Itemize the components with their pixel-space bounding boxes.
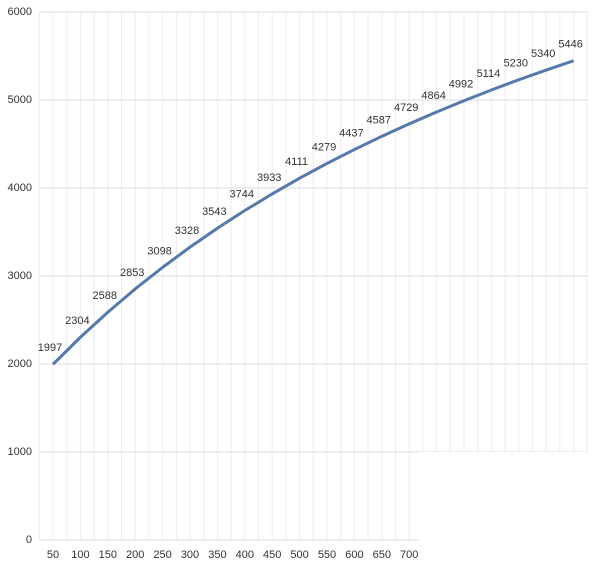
x-tick-label: 100 (71, 549, 89, 561)
data-label: 3543 (202, 206, 226, 218)
data-label: 1997 (38, 342, 62, 354)
y-tick-label: 1000 (8, 446, 32, 458)
x-tick-label: 450 (263, 549, 281, 561)
data-label: 4437 (339, 127, 363, 139)
x-tick-label: 200 (126, 549, 144, 561)
x-tick-label: 400 (236, 549, 254, 561)
data-label: 3098 (147, 245, 171, 257)
x-tick-label: 150 (99, 549, 117, 561)
y-tick-label: 3000 (8, 270, 32, 282)
data-label: 3328 (175, 225, 199, 237)
data-label: 4864 (421, 90, 445, 102)
y-tick-label: 5000 (8, 94, 32, 106)
data-label: 4992 (449, 79, 473, 91)
y-tick-label: 4000 (8, 182, 32, 194)
line (51, 59, 575, 366)
x-tick-label: 700 (400, 549, 418, 561)
data-label: 4729 (394, 102, 418, 114)
data-label: 5230 (504, 58, 528, 70)
x-tick-label: 250 (153, 549, 171, 561)
x-tick-label: 500 (290, 549, 308, 561)
x-tick-label: 350 (208, 549, 226, 561)
data-label: 2853 (120, 267, 144, 279)
data-label: 3933 (257, 172, 281, 184)
data-label: 5114 (477, 68, 501, 80)
y-tick-label: 2000 (8, 358, 32, 370)
data-label: 2304 (65, 315, 89, 327)
data-label: 5340 (531, 48, 555, 60)
data-label: 5446 (558, 39, 582, 51)
y-tick-label: 0 (26, 534, 32, 546)
y-tick-label: 6000 (8, 6, 32, 18)
x-tick-label: 650 (373, 549, 391, 561)
watermark-cover (420, 452, 600, 569)
data-label: 2588 (93, 290, 117, 302)
data-label: 4279 (312, 141, 336, 153)
data-label: 4111 (285, 156, 308, 168)
data-label: 3744 (230, 188, 254, 200)
data-label: 4587 (367, 114, 391, 126)
x-tick-label: 600 (345, 549, 363, 561)
x-tick-label: 50 (47, 549, 59, 561)
x-tick-label: 300 (181, 549, 199, 561)
x-tick-label: 550 (318, 549, 336, 561)
